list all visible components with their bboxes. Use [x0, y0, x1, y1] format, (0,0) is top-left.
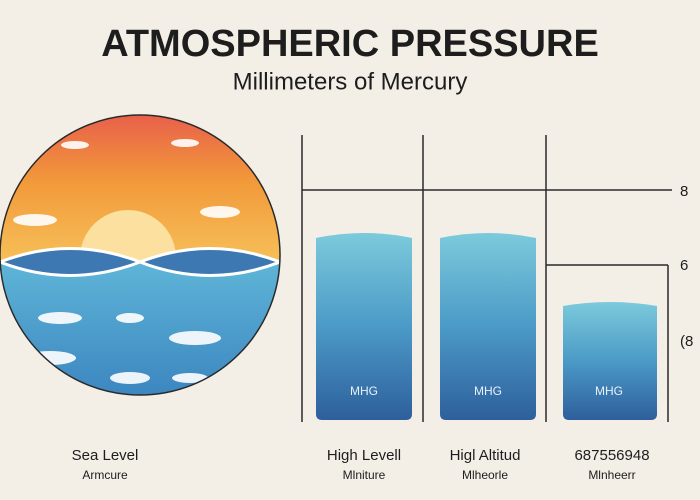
bars [316, 233, 657, 420]
subtitle: Millimeters of Mercury [233, 68, 468, 95]
axis-label: 6 [680, 257, 688, 274]
bar-label: MHG [474, 384, 502, 398]
circle-outline [0, 114, 281, 396]
column-label: 687556948 [574, 447, 649, 464]
column-sublabel: Mlheorle [462, 468, 508, 482]
bar-label: MHG [350, 384, 378, 398]
column-label: Higl Altitud [450, 447, 521, 464]
axis-label: 8 [680, 183, 688, 200]
sea-level-label: Sea Level [72, 447, 139, 464]
title: ATMOSPHERIC PRESSURE [101, 23, 599, 65]
column-sublabel: Mlniture [343, 468, 386, 482]
sea-level-sublabel: Armcure [82, 468, 128, 482]
axes [301, 135, 672, 422]
axis-label: (8 [680, 333, 693, 350]
column-label: High Levell [327, 447, 401, 464]
bar-label: MHG [595, 384, 623, 398]
column-sublabel: Mlnheerr [588, 468, 635, 482]
